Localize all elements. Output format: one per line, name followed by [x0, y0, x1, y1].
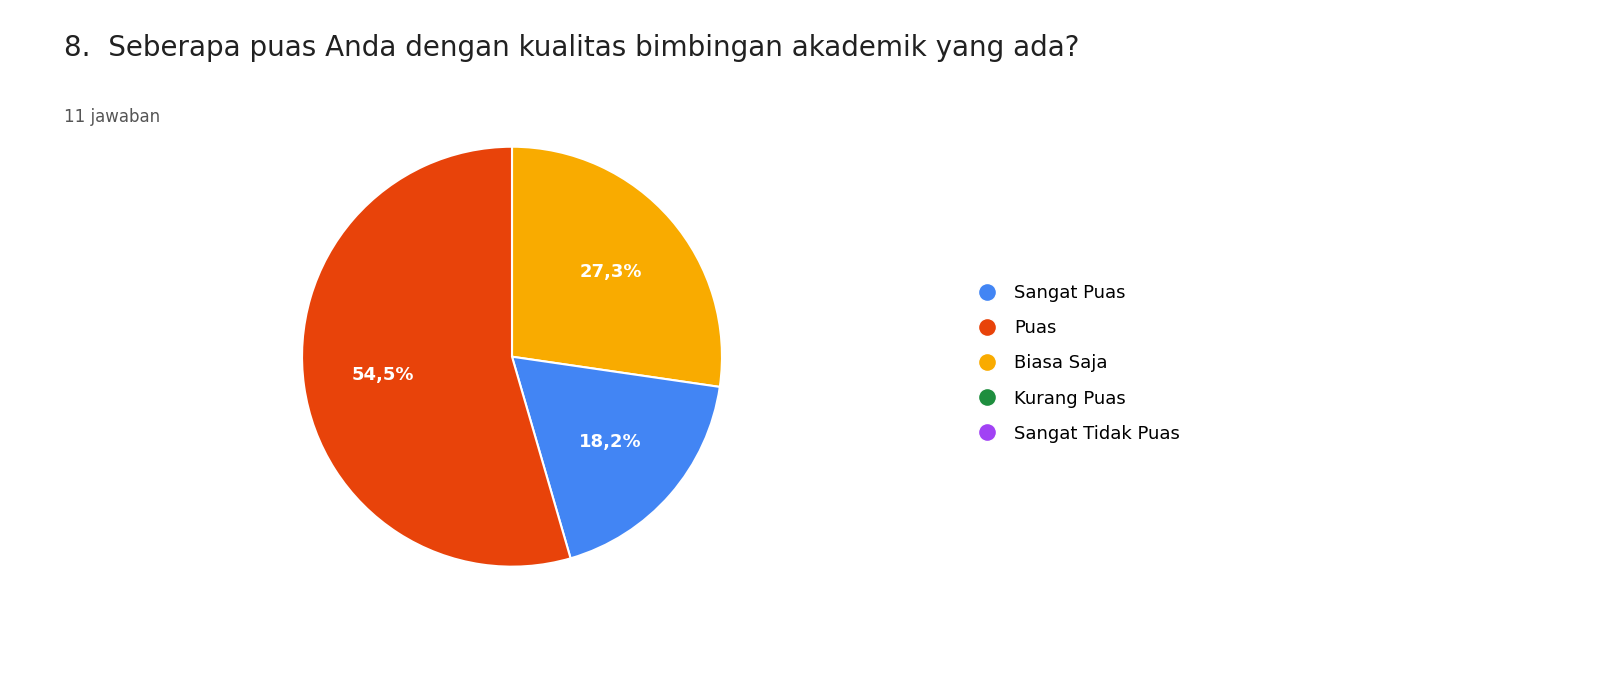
Text: 11 jawaban: 11 jawaban — [64, 108, 160, 126]
Text: 8.  Seberapa puas Anda dengan kualitas bimbingan akademik yang ada?: 8. Seberapa puas Anda dengan kualitas bi… — [64, 34, 1080, 62]
Wedge shape — [512, 147, 722, 387]
Text: 27,3%: 27,3% — [579, 262, 642, 281]
Text: 18,2%: 18,2% — [579, 433, 642, 451]
Text: 54,5%: 54,5% — [352, 366, 414, 384]
Wedge shape — [302, 147, 571, 567]
Legend: Sangat Puas, Puas, Biasa Saja, Kurang Puas, Sangat Tidak Puas: Sangat Puas, Puas, Biasa Saja, Kurang Pu… — [970, 284, 1181, 443]
Wedge shape — [512, 357, 720, 559]
